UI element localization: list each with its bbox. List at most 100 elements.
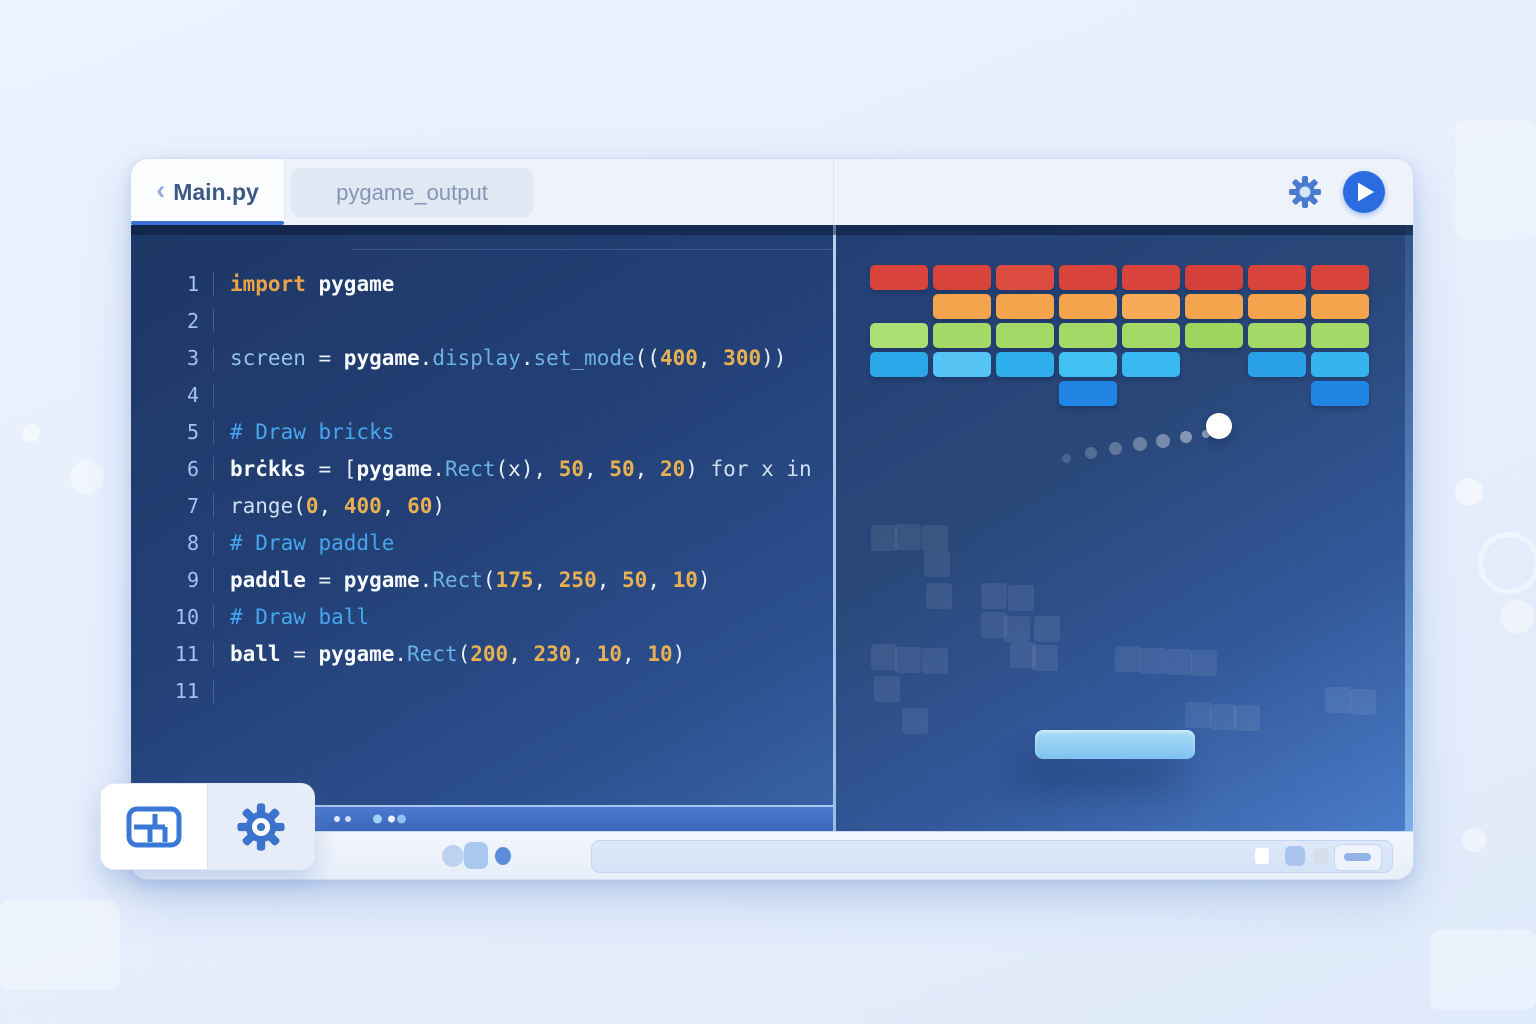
brick [996,265,1054,290]
tab-label: Main.py [173,178,259,205]
brick [1059,381,1117,406]
brick [1248,323,1306,348]
code-token: . [419,567,433,592]
line-number: 4 [131,382,214,407]
background-shape [0,900,120,990]
code-line: 7 range(0, 400, 60) [131,487,833,524]
back-chevron-icon[interactable]: ‹ [156,175,166,205]
content-top-strip [131,225,1413,235]
code-token: 200 [470,641,509,666]
ghost-brick [1008,585,1034,611]
code-token: display [432,345,521,370]
code-token: (( [634,345,660,370]
run-play-button[interactable] [1343,171,1385,213]
code-token: ( [482,567,496,592]
brick [1122,294,1180,319]
line-number: 11 [131,641,214,666]
code-token: paddle [230,567,306,592]
code-token: 50 [609,456,635,481]
code-token: 50 [622,567,648,592]
dock-settings-button[interactable] [207,784,314,869]
code-token: pygame [343,345,420,370]
code-token: , [634,456,660,481]
bokeh-circle [1500,600,1534,634]
code-token: = [280,641,319,666]
code-token: pygame [343,567,420,592]
brick [1122,352,1180,377]
brick [1059,265,1117,290]
trail-dot [1202,430,1210,438]
brick [1311,381,1369,406]
status-dot [442,845,464,867]
tab-label: pygame_output [336,179,488,205]
strip-dot [397,814,406,824]
panel-edge-glow [1405,225,1413,831]
bokeh-circle [1455,478,1483,506]
window-bottom-bar [131,831,1413,879]
code-text: # Draw ball [214,605,833,629]
code-rows: 1 import pygame 2 3 screen = pygame.display.… [131,235,833,709]
window-layout-icon [126,806,182,847]
code-token: 250 [558,567,597,592]
brick [1311,265,1369,290]
code-token: screen [230,345,306,370]
ghost-brick [922,648,948,674]
brick [1248,265,1306,290]
floating-dock [100,783,315,870]
code-token: set_mode [533,345,635,370]
brick [996,294,1054,319]
ghost-brick [922,525,948,551]
pane-divider[interactable] [833,225,836,831]
code-token: # Draw bricks [230,419,395,444]
brick [1122,323,1180,348]
ghost-brick [1191,650,1217,676]
code-token: Rect [407,641,458,666]
code-token: ball [230,641,281,666]
scrollbar-end-button[interactable] [1334,844,1382,871]
settings-gear-icon[interactable] [1285,172,1325,212]
code-token: , [697,345,724,370]
line-number: 9 [131,567,214,592]
bottom-bar-dot-button[interactable] [495,847,511,865]
ghost-brick [926,583,952,609]
code-token: 10 [672,567,698,592]
bottom-bar-button[interactable] [464,842,488,869]
code-token: 300 [723,345,762,370]
code-line: 11 [131,672,833,709]
ghost-brick [924,551,950,577]
code-editor[interactable]: 1 import pygame 2 3 screen = pygame.display.… [131,225,833,831]
code-token: # Draw paddle [230,530,395,555]
brick [870,323,928,348]
horizontal-scrollbar-track[interactable] [591,840,1393,873]
code-token: )) [761,345,787,370]
brick [870,352,928,377]
trail-dot [1085,447,1097,459]
code-line: 11 ball = pygame.Rect(200, 230, 10, 10) [131,635,833,672]
game-canvas[interactable] [836,225,1413,831]
code-token: ) [685,456,711,481]
brick [1311,294,1369,319]
trail-dot [1061,453,1071,463]
line-number: 6 [131,456,214,481]
ghost-brick [871,644,897,670]
scrollbar-thumb[interactable] [1285,846,1305,866]
code-token: = [305,567,344,592]
window-layout-button[interactable] [101,784,207,869]
code-token: 10 [647,641,673,666]
strip-dot [345,816,351,822]
brick [1248,294,1306,319]
brick [1122,265,1180,290]
code-token: , [318,493,344,518]
code-token: . [419,345,433,370]
code-token: range [230,493,294,518]
code-token: ) [697,567,711,592]
tab-pygame-output[interactable]: pygame_output [291,168,533,217]
trail-dot [1108,441,1122,455]
ghost-brick [1140,648,1166,674]
code-text: range(0, 400, 60) [214,494,833,518]
code-token: = [305,345,344,370]
line-number: 10 [131,604,214,629]
brick [1059,352,1117,377]
code-token: , [571,641,597,666]
tab-main-py[interactable]: ‹ Main.py [131,159,285,225]
